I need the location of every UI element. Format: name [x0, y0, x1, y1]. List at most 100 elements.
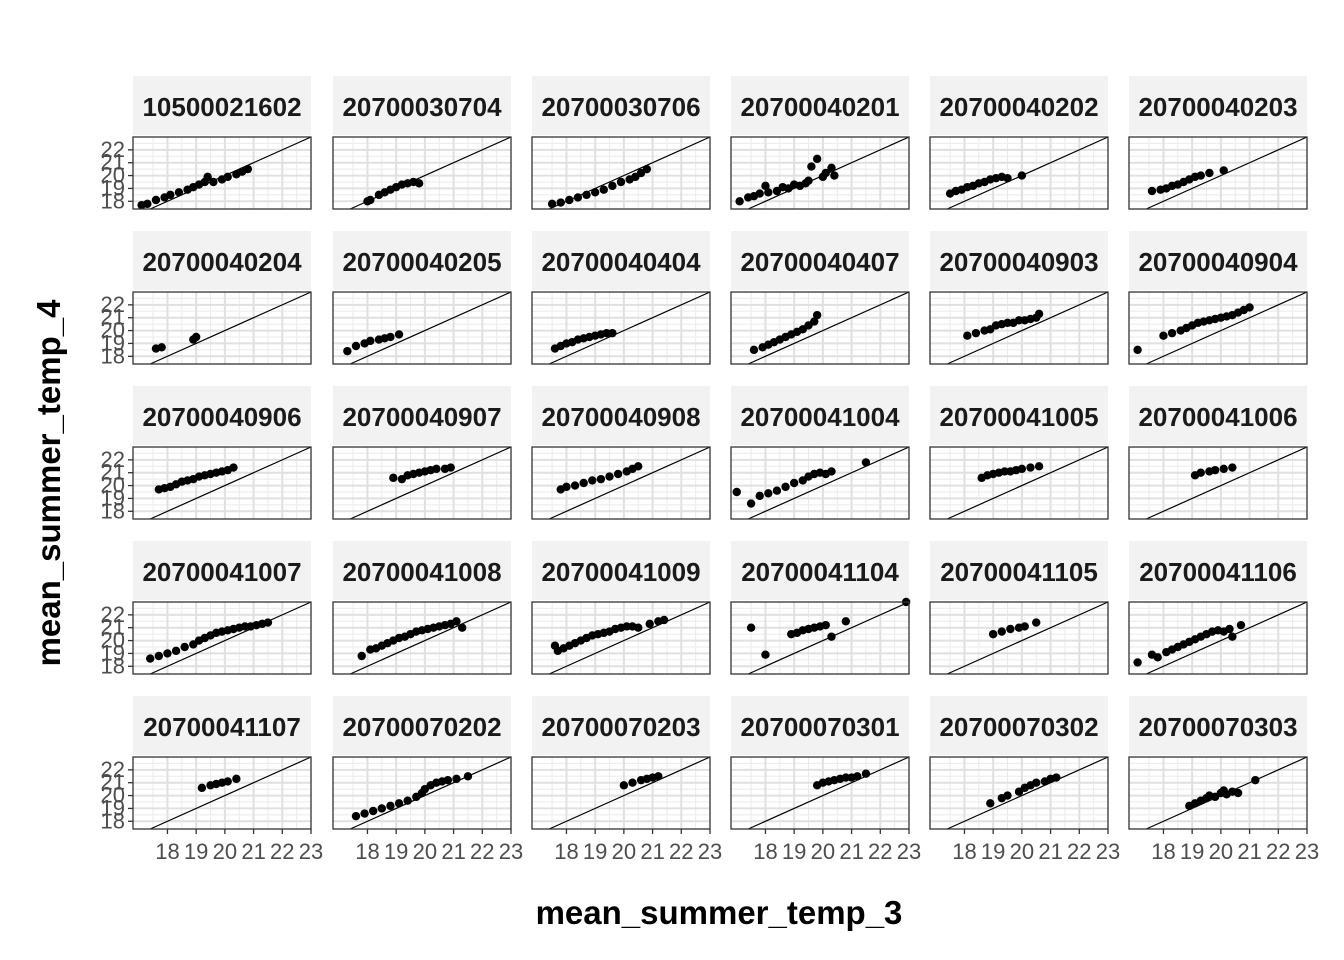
facet-strip — [133, 76, 311, 135]
data-point — [810, 317, 819, 326]
data-point — [232, 774, 241, 784]
data-point — [229, 463, 238, 472]
facet-panel: 20700040407 — [730, 231, 910, 365]
facet-strip — [731, 541, 909, 600]
reference-line — [149, 136, 312, 210]
facet-panel: 20700040202 — [929, 76, 1109, 210]
facet-strip — [133, 541, 311, 600]
data-point — [781, 482, 790, 492]
panel-grid — [1129, 292, 1307, 364]
data-point — [853, 772, 862, 781]
data-point — [389, 473, 398, 483]
panel-border — [132, 136, 312, 210]
y-tick-label: 20 — [101, 783, 125, 808]
y-tick-label: 21 — [101, 150, 125, 175]
panel-grid — [1129, 757, 1307, 829]
data-point — [191, 332, 201, 342]
data-point — [377, 804, 387, 813]
reference-line — [349, 446, 512, 520]
data-point — [452, 774, 461, 784]
data-point — [1167, 328, 1177, 338]
x-tick-label: 21 — [640, 839, 664, 864]
data-point — [988, 629, 998, 639]
facet-panel: 20700041009 — [531, 541, 711, 675]
x-axis-ticks: 18 19 20 21 22 23 18 19 20 21 22 23 18 19 20 21 22 23 18 19… — [155, 829, 1319, 864]
facet-panel: 20700040906 — [132, 386, 312, 520]
facet-panel: 20700041104 — [730, 541, 911, 675]
data-point — [755, 189, 764, 198]
y-tick-label: 22 — [101, 447, 125, 472]
reference-line — [149, 756, 312, 830]
panel-background — [1129, 137, 1307, 209]
x-tick-label: 22 — [470, 839, 494, 864]
facet-strip-label: 20700030706 — [541, 92, 700, 122]
reference-line — [747, 756, 910, 830]
x-tick-label: 18 — [1151, 839, 1175, 864]
data-point — [827, 632, 836, 641]
panel-border — [730, 756, 910, 830]
data-point — [1219, 464, 1228, 474]
panel-background — [532, 292, 710, 364]
x-tick-label: 20 — [413, 839, 437, 864]
panel-background — [731, 447, 909, 519]
facet-strip — [930, 76, 1108, 135]
reference-line — [548, 756, 711, 830]
data-point — [1014, 316, 1024, 325]
facet-panel: 20700040204 — [132, 231, 312, 365]
panel-border — [929, 291, 1109, 365]
y-tick-label: 18 — [101, 498, 125, 523]
x-tick-label: 21 — [441, 839, 465, 864]
y-tick-label: 20 — [101, 318, 125, 343]
reference-line — [149, 446, 312, 520]
panel-grid — [930, 447, 1108, 519]
facet-strip-label: 20700041008 — [342, 557, 501, 587]
facet-panel: 20700070303 — [1128, 696, 1308, 830]
panel-border — [132, 601, 312, 675]
data-point — [642, 164, 652, 174]
data-point — [263, 618, 273, 627]
data-point — [616, 177, 626, 187]
facet-panel: 20700040404 — [531, 231, 711, 365]
data-point — [628, 778, 637, 787]
y-tick-label: 18 — [101, 188, 125, 213]
data-point — [1003, 173, 1012, 183]
panel-border — [1128, 136, 1308, 210]
panel-border — [929, 601, 1109, 675]
data-point — [457, 623, 467, 632]
panel-grid — [930, 137, 1108, 209]
reference-line — [1145, 446, 1308, 520]
panel-background — [333, 447, 511, 519]
x-tick-label: 19 — [782, 839, 806, 864]
facet-panel: 20700040904 — [1128, 231, 1308, 365]
data-point — [166, 190, 175, 200]
panel-background — [532, 602, 710, 674]
data-point — [1032, 778, 1041, 787]
data-point — [1225, 624, 1234, 634]
data-point — [157, 343, 166, 352]
y-tick-label: 21 — [101, 615, 125, 640]
facet-panel: 20700040908 — [531, 386, 711, 520]
reference-line — [149, 601, 312, 675]
panel-border — [332, 446, 512, 520]
data-point — [1026, 463, 1035, 472]
facet-strip — [133, 386, 311, 445]
y-tick-label: 20 — [101, 473, 125, 498]
y-tick-label: 19 — [101, 175, 125, 200]
data-point — [386, 801, 395, 811]
x-tick-label: 23 — [897, 839, 921, 864]
data-point — [622, 622, 631, 631]
panel-border — [332, 756, 512, 830]
facet-strip — [1129, 231, 1307, 290]
data-point — [1153, 653, 1162, 662]
facet-strip — [731, 231, 909, 290]
panel-background — [930, 447, 1108, 519]
facet-strip — [532, 231, 710, 290]
x-tick-label: 21 — [1237, 839, 1261, 864]
data-point — [1020, 622, 1029, 631]
panel-border — [332, 291, 512, 365]
panel-border — [332, 136, 512, 210]
facet-strip-label: 20700040204 — [142, 247, 302, 277]
data-point — [746, 623, 756, 632]
data-point — [605, 472, 614, 481]
y-tick-label: 19 — [101, 330, 125, 355]
